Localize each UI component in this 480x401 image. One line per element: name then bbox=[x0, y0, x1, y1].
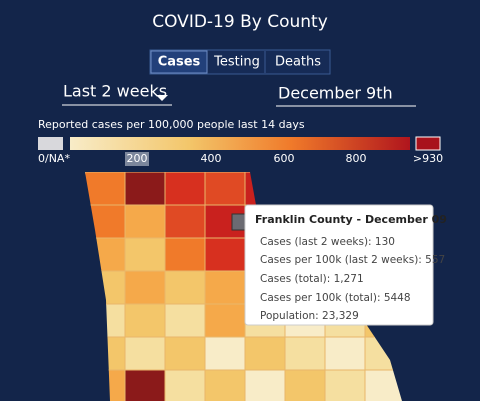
county[interactable] bbox=[164, 270, 206, 305]
county[interactable] bbox=[124, 303, 166, 338]
dropdown-arrow bbox=[156, 95, 168, 101]
county[interactable] bbox=[164, 336, 206, 371]
legend-label: 600 bbox=[274, 152, 295, 165]
legend-label: >930 bbox=[413, 152, 443, 165]
county[interactable] bbox=[164, 237, 206, 272]
tab[interactable]: Testing bbox=[213, 55, 260, 70]
county[interactable] bbox=[164, 172, 206, 206]
tab[interactable]: Cases bbox=[158, 55, 201, 70]
county[interactable] bbox=[164, 303, 206, 338]
county[interactable] bbox=[204, 303, 246, 338]
tooltip-line: Population: 23,329 bbox=[260, 310, 359, 322]
county[interactable] bbox=[164, 204, 206, 239]
selected-county[interactable] bbox=[231, 213, 247, 231]
legend-bar bbox=[70, 137, 410, 150]
county[interactable] bbox=[124, 270, 166, 305]
legend-label: 0/NA* bbox=[38, 152, 70, 165]
county[interactable] bbox=[124, 172, 166, 206]
county[interactable] bbox=[124, 336, 166, 371]
county[interactable] bbox=[124, 369, 166, 401]
legend-na bbox=[38, 137, 63, 150]
county[interactable] bbox=[244, 369, 286, 401]
county[interactable] bbox=[204, 270, 246, 305]
period-dropdown[interactable]: Last 2 weeks bbox=[63, 82, 167, 101]
legend-title: Reported cases per 100,000 people last 1… bbox=[38, 118, 305, 131]
tab-active bbox=[150, 50, 208, 74]
date-picker[interactable]: December 9th bbox=[278, 84, 393, 103]
tooltip-line: Cases (last 2 weeks): 130 bbox=[260, 236, 395, 248]
county[interactable] bbox=[85, 172, 126, 206]
tooltip-line: Cases per 100k (total): 5448 bbox=[260, 292, 411, 304]
legend-label: 400 bbox=[201, 152, 222, 165]
legend-label: 200 bbox=[127, 152, 148, 165]
county[interactable] bbox=[124, 237, 166, 272]
label-highlight bbox=[125, 152, 149, 166]
tooltip-title: Franklin County - December 09 bbox=[255, 213, 447, 226]
county[interactable] bbox=[164, 369, 206, 401]
county[interactable] bbox=[124, 204, 166, 239]
legend-max bbox=[415, 136, 441, 151]
tab[interactable]: Deaths bbox=[275, 55, 321, 70]
county[interactable] bbox=[204, 336, 246, 371]
county[interactable] bbox=[244, 336, 286, 371]
legend-label: 800 bbox=[346, 152, 367, 165]
tooltip bbox=[244, 204, 434, 326]
county[interactable] bbox=[204, 237, 246, 272]
county[interactable] bbox=[324, 336, 366, 371]
county[interactable] bbox=[204, 172, 246, 206]
tooltip-line: Cases (total): 1,271 bbox=[260, 273, 364, 285]
county[interactable] bbox=[204, 369, 246, 401]
county[interactable] bbox=[324, 369, 366, 401]
tooltip-line: Cases per 100k (last 2 weeks): 557 bbox=[260, 254, 445, 266]
title: COVID-19 By County bbox=[152, 12, 328, 32]
county[interactable] bbox=[284, 336, 326, 371]
county[interactable] bbox=[284, 369, 326, 401]
